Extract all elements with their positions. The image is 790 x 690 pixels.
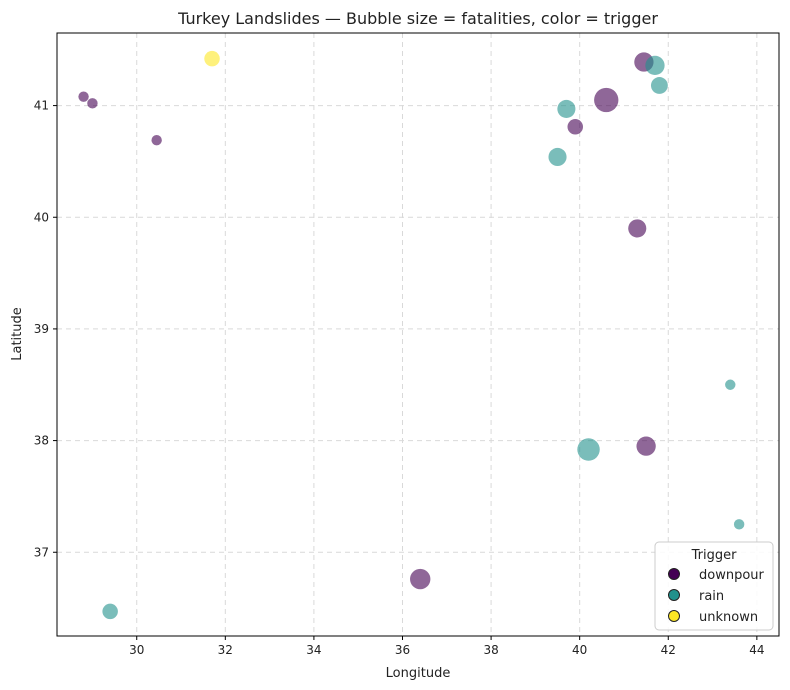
legend-marker-downpour xyxy=(668,568,680,580)
x-tick-label: 38 xyxy=(483,643,498,657)
legend-label-downpour: downpour xyxy=(699,568,765,583)
data-point-rain xyxy=(548,147,567,167)
data-point-rain xyxy=(577,438,600,461)
x-tick-label: 30 xyxy=(129,643,144,657)
y-tick-label: 37 xyxy=(34,545,49,559)
chart-title: Turkey Landslides — Bubble size = fatali… xyxy=(177,9,658,28)
legend-marker-rain xyxy=(668,589,680,601)
x-tick-label: 34 xyxy=(306,643,321,657)
legend-title: Trigger xyxy=(691,548,737,563)
grid xyxy=(57,33,779,636)
data-point-downpour xyxy=(567,119,583,135)
data-point-rain xyxy=(102,603,118,620)
x-tick-label: 40 xyxy=(572,643,587,657)
x-axis-label: Longitude xyxy=(386,666,451,681)
x-tick-label: 42 xyxy=(661,643,676,657)
data-point-rain xyxy=(733,519,745,530)
legend-marker-unknown xyxy=(668,610,680,622)
data-point-unknown xyxy=(204,50,220,67)
x-tick-label: 44 xyxy=(749,643,764,657)
data-point-downpour xyxy=(636,436,656,456)
legend-box xyxy=(654,541,774,631)
data-point-downpour xyxy=(594,87,619,113)
axis-ticks: 30 32 34 36 38 40 42 44 37 38 39 40 41 xyxy=(34,99,765,657)
legend-label-rain: rain xyxy=(699,589,724,604)
x-tick-label: 32 xyxy=(218,643,233,657)
y-tick-label: 38 xyxy=(34,434,49,448)
legend: Trigger downpour rain unknown xyxy=(654,541,774,631)
data-point-rain xyxy=(557,99,576,118)
data-point-downpour xyxy=(628,219,647,238)
data-point-rain xyxy=(645,55,665,76)
data-point-downpour xyxy=(151,135,162,146)
scatter-points xyxy=(78,50,745,620)
data-point-downpour xyxy=(78,91,89,102)
data-point-downpour xyxy=(410,568,431,590)
data-point-downpour xyxy=(87,98,98,109)
data-point-rain xyxy=(725,379,736,390)
data-point-rain xyxy=(650,77,668,94)
plot-frame xyxy=(56,32,780,637)
y-tick-label: 39 xyxy=(34,322,49,336)
y-axis-label: Latitude xyxy=(10,307,25,361)
legend-label-unknown: unknown xyxy=(699,610,758,625)
y-tick-label: 41 xyxy=(34,99,49,113)
x-tick-label: 36 xyxy=(395,643,410,657)
y-tick-label: 40 xyxy=(34,210,49,224)
